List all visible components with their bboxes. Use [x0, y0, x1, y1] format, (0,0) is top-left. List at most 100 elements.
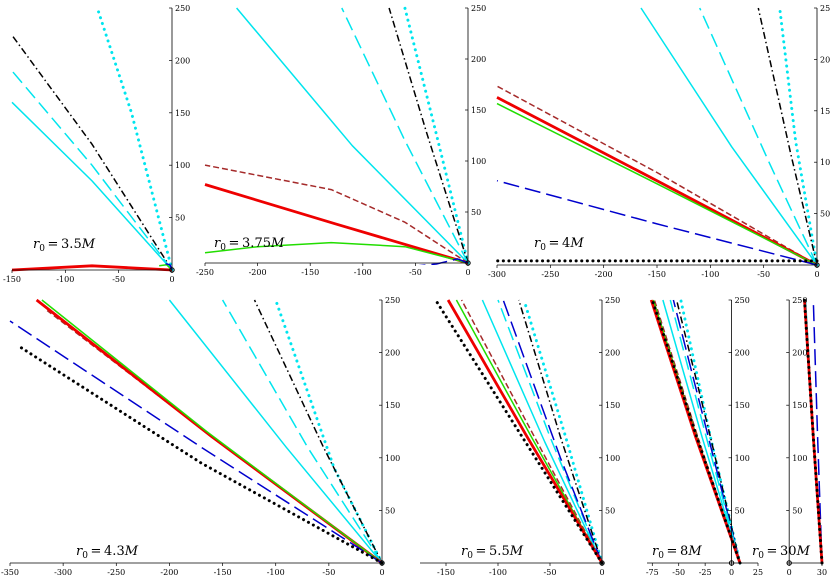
series-group: [803, 298, 824, 565]
y-tick-label: 150: [385, 401, 400, 410]
x-tick-label: 0: [814, 270, 819, 279]
panel-label: r0 = 4M: [534, 236, 584, 253]
panel-label: r0 = 30M: [752, 544, 811, 561]
series-group: [11, 6, 174, 272]
x-tick-label: 0: [599, 568, 604, 577]
series-cyan-dashed: [669, 299, 741, 564]
y-tick-label: 200: [792, 349, 807, 358]
y-tick-label: 50: [471, 208, 481, 217]
series-cyan-solid: [168, 299, 383, 564]
x-tick-label: 0: [787, 568, 792, 577]
x-tick-label: -250: [541, 270, 559, 279]
y-tick-label: 250: [735, 296, 750, 305]
series-cyan-solid: [11, 101, 173, 271]
y-tick-label: 100: [175, 161, 190, 170]
y-tick-label: 150: [605, 401, 620, 410]
y-tick-label: 100: [471, 157, 486, 166]
series-green-solid: [496, 102, 818, 266]
series-cyan-solid: [481, 299, 603, 564]
series-cyan-dotted: [403, 6, 470, 265]
x-tick-label: -50: [322, 568, 335, 577]
series-cyan-solid: [236, 7, 469, 264]
x-tick-label: -50: [757, 270, 770, 279]
series-black-dashdot: [518, 299, 603, 564]
x-tick-label: -300: [54, 568, 72, 577]
y-tick-label: 100: [385, 454, 400, 463]
x-tick-label: -200: [160, 568, 178, 577]
series-blue-dashed: [502, 299, 603, 564]
series-group: [9, 298, 384, 565]
series-red-solid: [11, 264, 173, 272]
x-tick-label: 0: [169, 275, 174, 284]
series-brown-dashed: [496, 85, 818, 266]
series-cyan-dotted: [95, 6, 174, 272]
y-tick-label: 200: [820, 55, 830, 64]
x-tick-label: -25: [699, 568, 712, 577]
series-cyan-dashed: [699, 7, 818, 266]
y-tick-label: 50: [735, 506, 745, 515]
series-group: [204, 6, 470, 265]
series-group: [649, 298, 742, 565]
series-red-solid: [496, 96, 818, 267]
y-tick-label: 200: [605, 349, 620, 358]
panel-3: -300 -250 -200 -150 -100 -50 0 50 100 150 200 250 r0…: [488, 4, 830, 279]
y-tick-label: 50: [175, 214, 185, 223]
x-tick-label: -150: [301, 268, 319, 277]
series-blue-dashed: [496, 179, 818, 266]
x-tick-label: -75: [646, 568, 659, 577]
series-black-dashdot: [388, 7, 469, 264]
y-tick-label: 250: [471, 4, 486, 13]
series-black-dotted: [434, 298, 604, 565]
panel-2: -250 -200 -150 -100 -50 0 50 100 150 200 250 r0 = 3…: [196, 4, 486, 277]
series-black-dashdot: [757, 7, 818, 266]
x-tick-label: -100: [701, 270, 719, 279]
x-tick-label: 0: [465, 268, 470, 277]
x-tick-label: -100: [354, 268, 372, 277]
x-tick-label: -150: [648, 270, 666, 279]
series-blue-dashed: [672, 299, 741, 564]
y-tick-label: 200: [735, 349, 750, 358]
series-cyan-solid: [662, 299, 741, 564]
series-black-dashdot: [11, 34, 173, 271]
series-cyan-dotted: [522, 298, 604, 565]
y-tick-label: 150: [820, 107, 830, 116]
y-tick-label: 250: [605, 296, 620, 305]
y-tick-label: 100: [820, 158, 830, 167]
y-tick-label: 150: [471, 106, 486, 115]
y-tick-label: 250: [385, 296, 400, 305]
y-tick-label: 150: [175, 109, 190, 118]
panel-5: -150 -100 -50 0 50 100 150 200 250 r0 = 5.5M: [420, 296, 620, 577]
series-green-solid: [204, 241, 469, 264]
panel-label: r0 = 3.75M: [214, 236, 285, 253]
series-brown-dashed: [204, 164, 469, 264]
series-green-solid: [41, 299, 383, 564]
y-tick-label: 150: [792, 401, 807, 410]
x-tick-label: -250: [107, 568, 125, 577]
x-tick-label: -150: [214, 568, 232, 577]
series-cyan-solid: [640, 7, 818, 266]
panel-7: 0 30 50 100 150 200 250 r0 = 30M: [752, 296, 827, 577]
series-cyan-dotted: [679, 298, 742, 565]
panel-4: -350 -300 -250 -200 -150 -100 -50 0 50 100 150 200 2…: [1, 296, 400, 577]
y-tick-label: 50: [820, 210, 830, 219]
y-tick-label: 250: [792, 296, 807, 305]
x-tick-label: 0: [729, 568, 734, 577]
x-tick-label: -50: [409, 268, 422, 277]
panel-label: r0 = 3.5M: [33, 237, 96, 254]
x-tick-label: -100: [267, 568, 285, 577]
series-cyan-dotted: [778, 6, 819, 267]
x-tick-label: -300: [488, 270, 506, 279]
series-black-dashdot: [675, 299, 741, 564]
series-black-dotted: [650, 298, 742, 565]
y-tick-label: 150: [735, 401, 750, 410]
x-tick-label: -150: [3, 275, 21, 284]
panel-label: r0 = 4.3M: [76, 544, 139, 561]
x-tick-label: -100: [56, 275, 74, 284]
series-brown-dashed: [460, 299, 603, 564]
y-tick-label: 100: [735, 454, 750, 463]
panel-label: r0 = 8M: [652, 544, 702, 561]
panel-label: r0 = 5.5M: [461, 544, 524, 561]
y-tick-label: 200: [385, 349, 400, 358]
series-black-dashdot: [253, 299, 383, 564]
